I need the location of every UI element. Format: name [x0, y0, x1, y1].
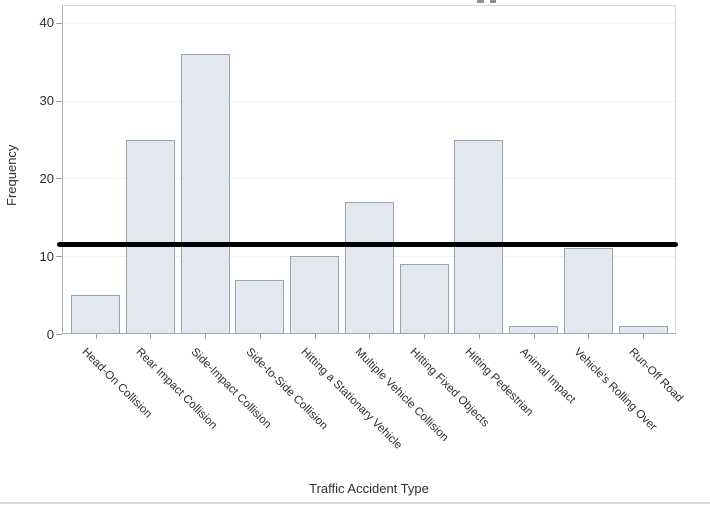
y-tick-label: 10 [39, 248, 54, 264]
bar [71, 295, 121, 334]
bar [454, 139, 504, 334]
y-tick-mark [56, 334, 62, 335]
clipped-title-fragment [477, 0, 484, 3]
y-tick-mark [56, 22, 62, 24]
y-tick-mark [56, 256, 62, 258]
x-tick-mark [95, 334, 97, 339]
bar [290, 256, 340, 334]
bar [563, 248, 613, 334]
x-tick-mark [478, 334, 480, 339]
y-axis-title: Frequency [4, 144, 19, 206]
y-tick-mark [56, 100, 62, 102]
x-category-label: Multiple Vehicle Collision [352, 346, 451, 444]
bar [509, 326, 559, 334]
x-tick-mark [205, 334, 207, 339]
x-tick-mark [259, 334, 261, 339]
bar [235, 279, 285, 334]
bar [399, 263, 449, 334]
bar [618, 326, 668, 334]
gridline [63, 22, 675, 24]
x-tick-mark [369, 334, 371, 339]
y-tick-label: 20 [39, 170, 54, 186]
x-category-label: Hitting a Stationary Vehicle [298, 346, 404, 452]
clipped-title-fragment [490, 0, 496, 3]
x-category-label: Animal Impact [517, 346, 578, 407]
page-bottom-rule [0, 502, 710, 504]
x-tick-mark [150, 334, 152, 339]
x-tick-mark [643, 334, 644, 339]
y-tick-label: 0 [46, 326, 54, 342]
x-axis-title: Traffic Accident Type [309, 481, 429, 496]
bar [180, 53, 230, 334]
y-tick-mark [56, 178, 62, 180]
x-tick-mark [314, 334, 316, 339]
bar [344, 201, 394, 334]
gridline [63, 178, 675, 180]
x-tick-mark [533, 334, 535, 339]
reference-line [57, 242, 678, 248]
y-tick-label: 30 [39, 93, 54, 109]
y-tick-label: 40 [39, 15, 54, 31]
bar [125, 139, 175, 334]
gridline [63, 100, 675, 102]
x-tick-mark [588, 334, 590, 339]
x-category-label: Run-Off Road [626, 346, 686, 405]
x-tick-mark [424, 334, 426, 339]
